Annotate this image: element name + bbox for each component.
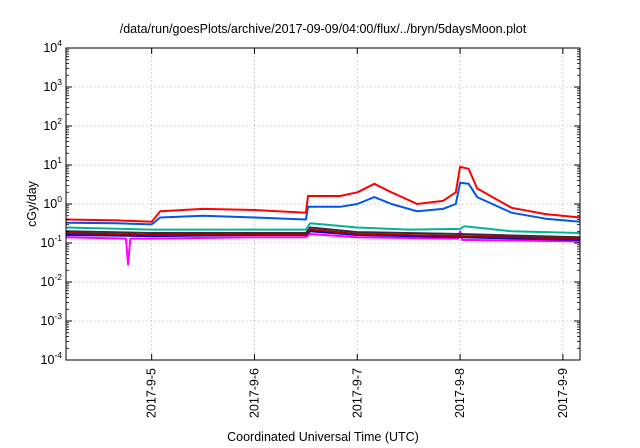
x-axis: 2017-9-5 2017-9-6 2017-9-7 2017-9-8 2017-9-9: [145, 48, 570, 418]
y-tick-label: 104: [43, 38, 62, 55]
x-tick-label: 2017-9-5: [145, 368, 159, 418]
series-line-4: [65, 226, 581, 239]
y-tick-label: 10-3: [41, 311, 63, 328]
y-tick-label: 101: [43, 155, 62, 172]
y-tick-label: 10-4: [41, 350, 63, 367]
y-axis-label: cGy/day: [25, 180, 39, 227]
series-line-7: [65, 230, 581, 266]
x-tick-label: 2017-9-6: [247, 368, 261, 418]
series-line-1: [65, 165, 581, 223]
x-tick-label: 2017-9-7: [350, 368, 364, 418]
series-line-3: [65, 222, 581, 234]
chart-title: /data/run/goesPlots/archive/2017-09-09/0…: [120, 22, 527, 36]
y-tick-label: 10-1: [41, 233, 63, 250]
series-line-2: [65, 181, 581, 226]
y-tick-label: 102: [43, 116, 62, 133]
series-layer: [65, 165, 581, 266]
y-tick-label: 103: [43, 77, 62, 94]
y-tick-label: 100: [43, 194, 62, 211]
x-axis-label: Coordinated Universal Time (UTC): [227, 430, 419, 444]
x-tick-label: 2017-9-9: [556, 368, 570, 418]
x-tick-label: 2017-9-8: [453, 368, 467, 418]
y-tick-label: 10-2: [41, 272, 63, 289]
y-axis: 10-4 10-3 10-2 10-1 100 101 102 103 104: [41, 38, 580, 367]
